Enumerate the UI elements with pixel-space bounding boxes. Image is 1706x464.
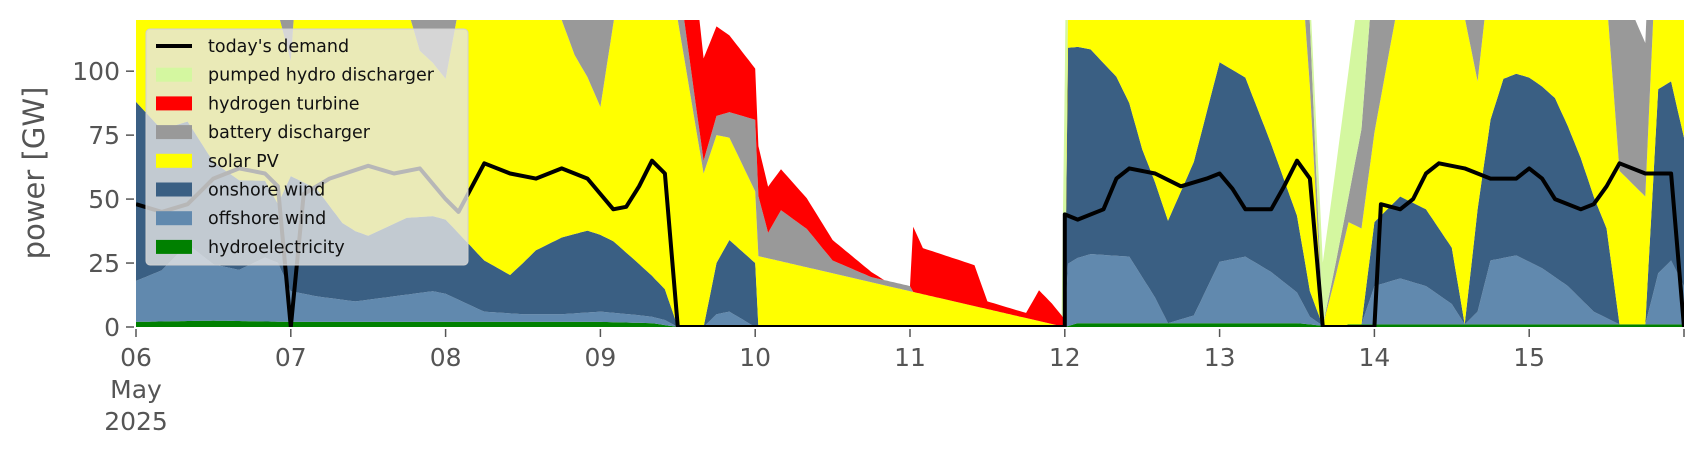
y-tick-label: 25 <box>88 249 120 278</box>
area-series-layer <box>136 20 1684 327</box>
x-tick-label: 07 <box>275 343 307 372</box>
x-tick-label: 10 <box>739 343 771 372</box>
legend-swatch <box>156 67 192 82</box>
y-tick-label: 100 <box>72 57 120 86</box>
legend-label: hydroelectricity <box>208 238 345 258</box>
legend-entry-battery-discharger: battery discharger <box>156 123 371 143</box>
legend-label: onshore wind <box>208 181 325 201</box>
legend-swatch <box>156 211 192 226</box>
legend-label: hydrogen turbine <box>208 94 360 114</box>
legend-swatch <box>156 153 192 168</box>
legend-box <box>145 28 469 266</box>
legend-entry-offshore-wind: offshore wind <box>156 209 326 229</box>
x-tick-label: 08 <box>430 343 462 372</box>
x-tick-label: 06 <box>120 343 152 372</box>
area-hydrogen-turbine <box>684 20 1647 327</box>
area-offshore-wind <box>136 244 1684 327</box>
legend-entry-pumped-hydro-discharger: pumped hydro discharger <box>156 66 435 86</box>
x-tick-label: 11 <box>894 343 926 372</box>
legend-entry-hydroelectricity: hydroelectricity <box>156 238 345 258</box>
legend-swatch <box>156 96 192 111</box>
legend-entry-solar-pv: solar PV <box>156 152 279 172</box>
axes: 0 25 50 75 100 06 May 2025 07 08 09 10 11 12 13 14 15 <box>72 57 1685 436</box>
legend: today's demand pumped hydro discharger hyd… <box>145 28 469 266</box>
x-tick-label: 09 <box>584 343 616 372</box>
legend-entry-today-s-demand: today's demand <box>156 37 349 57</box>
legend-entry-hydrogen-turbine: hydrogen turbine <box>156 94 360 114</box>
legend-label: today's demand <box>208 37 349 57</box>
y-axis-label: power [GW] <box>17 87 51 260</box>
x-tick-label: 15 <box>1513 343 1545 372</box>
y-tick-label: 0 <box>104 313 120 342</box>
legend-swatch <box>156 182 192 197</box>
x-tick-sublabel: 2025 <box>104 407 168 436</box>
legend-label: battery discharger <box>208 123 371 143</box>
area-solar-pv <box>136 20 1684 327</box>
area-onshore-wind <box>136 46 1684 327</box>
legend-label: solar PV <box>208 152 279 172</box>
area-hydroelectricity <box>136 320 1684 327</box>
legend-label: offshore wind <box>208 209 326 229</box>
legend-entry-onshore-wind: onshore wind <box>156 181 325 201</box>
x-tick-label: 12 <box>1049 343 1081 372</box>
x-tick-sublabel: May <box>110 375 162 404</box>
y-tick-label: 75 <box>88 121 120 150</box>
x-tick-label: 14 <box>1358 343 1390 372</box>
y-tick-label: 50 <box>88 185 120 214</box>
legend-swatch <box>156 125 192 140</box>
legend-label: pumped hydro discharger <box>208 66 435 86</box>
x-tick-label: 13 <box>1204 343 1236 372</box>
legend-swatch <box>156 239 192 254</box>
